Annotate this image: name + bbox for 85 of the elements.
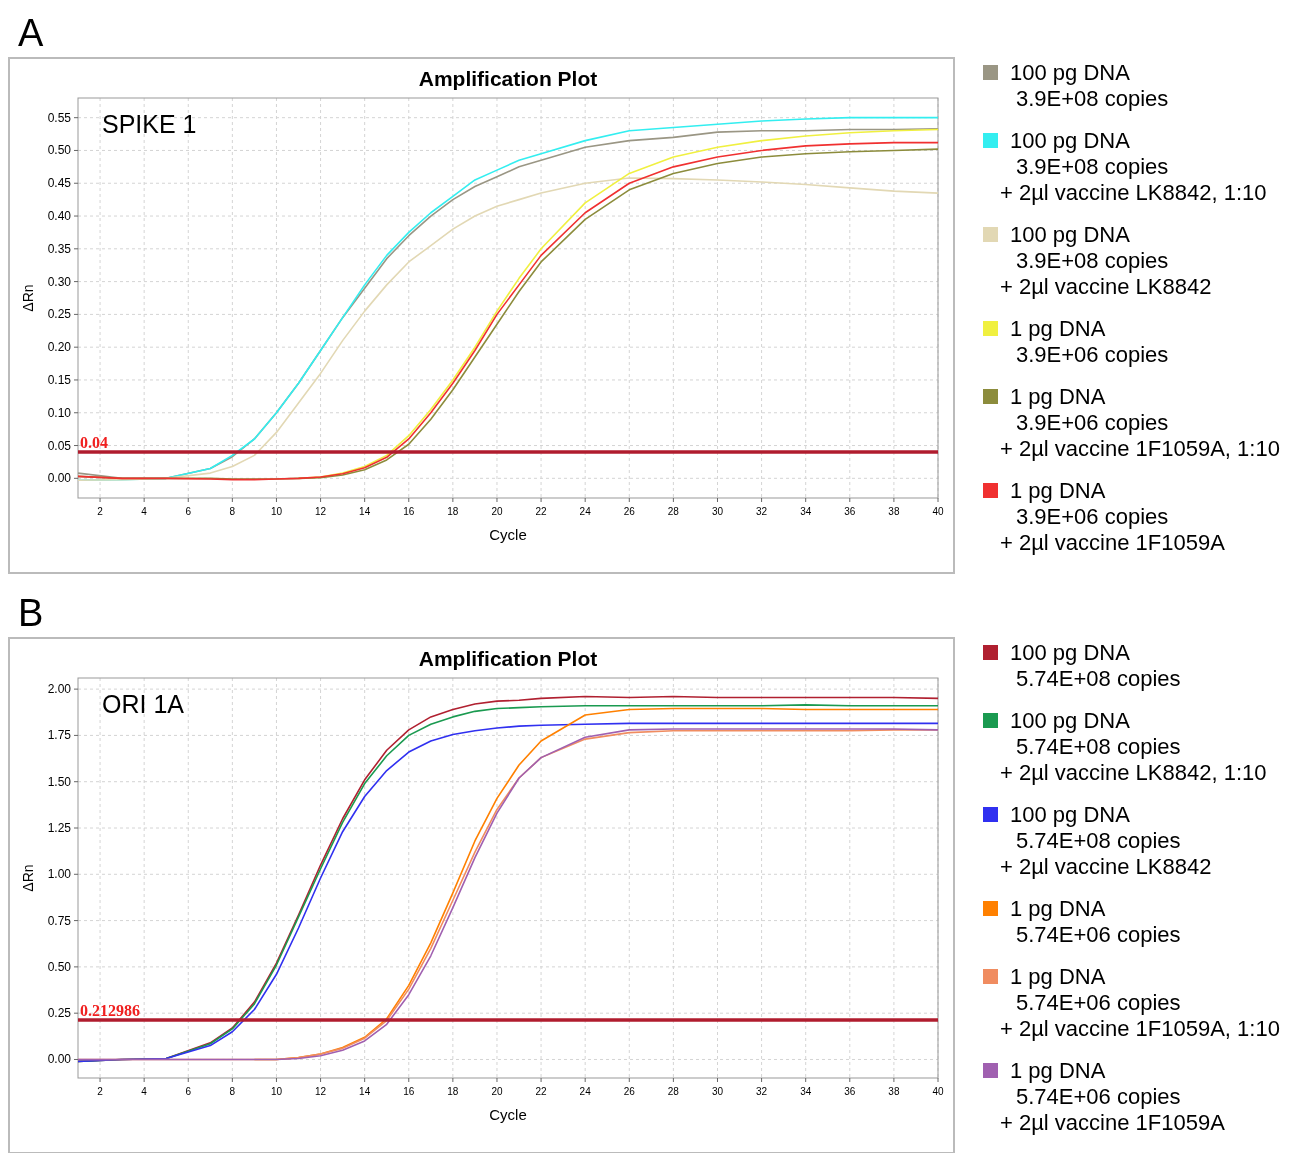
x-tick-label: 38 xyxy=(888,506,900,517)
chart-title: Amplification Plot xyxy=(418,67,598,90)
x-axis-title: Cycle xyxy=(489,1106,527,1123)
x-axis-title: Cycle xyxy=(489,526,527,543)
x-tick-label: 26 xyxy=(623,1086,636,1097)
y-axis-title: ΔRn xyxy=(20,864,36,892)
legend-label: 1 pg DNA 5.74E+06 copies + 2µl vaccine 1F1059A xyxy=(1000,1058,1226,1135)
x-tick-label: 40 xyxy=(932,506,944,517)
x-tick-label: 40 xyxy=(932,1086,944,1097)
x-tick-label: 26 xyxy=(623,506,636,517)
x-tick-label: 24 xyxy=(579,506,592,517)
legend-label: 1 pg DNA 3.9E+06 copies + 2µl vaccine 1F1059A, 1:10 xyxy=(1000,384,1280,461)
x-tick-label: 34 xyxy=(800,506,812,517)
y-tick-label: 1.75 xyxy=(47,728,72,743)
x-tick-label: 16 xyxy=(403,1086,415,1097)
y-tick-label: 0.55 xyxy=(47,110,72,125)
y-tick-label: 0.35 xyxy=(47,241,72,256)
legend-label: 1 pg DNA 3.9E+06 copies + 2µl vaccine 1F1059A xyxy=(1000,478,1226,555)
x-tick-label: 32 xyxy=(756,506,768,517)
x-tick-label: 30 xyxy=(711,506,724,517)
y-tick-label: 0.20 xyxy=(47,340,72,355)
y-tick-label: 0.45 xyxy=(47,176,72,191)
y-tick-label: 0.40 xyxy=(47,209,72,224)
y-tick-label: 0.25 xyxy=(47,307,72,322)
y-tick-label: 0.05 xyxy=(47,438,72,453)
legend-label: 1 pg DNA 5.74E+06 copies xyxy=(1010,896,1181,947)
chart-title: Amplification Plot xyxy=(418,647,598,670)
x-tick-label: 10 xyxy=(270,506,283,517)
x-tick-label: 18 xyxy=(447,506,459,517)
x-tick-label: 2 xyxy=(97,1086,104,1097)
x-tick-label: 22 xyxy=(535,1086,548,1097)
y-tick-label: 0.75 xyxy=(47,913,72,928)
legend-label: 100 pg DNA 5.74E+08 copies + 2µl vaccine LK8842, 1:10 xyxy=(1000,708,1267,785)
x-tick-label: 36 xyxy=(844,1086,856,1097)
x-tick-label: 34 xyxy=(800,1086,812,1097)
text: A xyxy=(18,12,44,54)
text: B xyxy=(18,592,44,634)
x-tick-label: 8 xyxy=(229,1086,236,1097)
x-tick-label: 10 xyxy=(270,1086,283,1097)
annotation: SPIKE 1 xyxy=(102,110,197,138)
legend-label: 1 pg DNA 5.74E+06 copies + 2µl vaccine 1F1059A, 1:10 xyxy=(1000,964,1280,1041)
x-tick-label: 38 xyxy=(888,1086,900,1097)
legend-label: 100 pg DNA 3.9E+08 copies xyxy=(1010,60,1169,111)
ref-line-label: 0.212986 xyxy=(80,1002,140,1020)
x-tick-label: 28 xyxy=(667,1086,680,1097)
y-tick-label: 0.25 xyxy=(47,1006,72,1021)
legend-label: 100 pg DNA 3.9E+08 copies + 2µl vaccine LK8842, 1:10 xyxy=(1000,128,1267,205)
y-tick-label: 2.00 xyxy=(47,682,72,697)
x-tick-label: 2 xyxy=(97,506,104,517)
x-tick-label: 6 xyxy=(185,506,192,517)
x-tick-label: 18 xyxy=(447,1086,459,1097)
legend-label: 1 pg DNA 3.9E+06 copies xyxy=(1010,316,1169,367)
x-tick-label: 6 xyxy=(185,1086,192,1097)
y-tick-label: 0.00 xyxy=(47,471,72,486)
y-tick-label: 1.25 xyxy=(47,821,72,835)
x-tick-label: 14 xyxy=(359,506,371,517)
y-tick-label: 0.50 xyxy=(47,143,72,158)
x-tick-label: 16 xyxy=(403,506,415,517)
ref-line-label: 0.04 xyxy=(80,434,108,452)
y-tick-label: 1.00 xyxy=(47,867,72,882)
x-tick-label: 36 xyxy=(844,506,856,517)
legend-label: 100 pg DNA 5.74E+08 copies xyxy=(1010,640,1181,691)
x-tick-label: 22 xyxy=(535,506,548,517)
y-tick-label: 0.00 xyxy=(47,1052,72,1067)
x-tick-label: 20 xyxy=(491,1086,503,1097)
x-tick-label: 24 xyxy=(579,1086,592,1097)
y-axis-title: ΔRn xyxy=(20,284,36,312)
x-tick-label: 8 xyxy=(229,506,236,517)
x-tick-label: 14 xyxy=(359,1086,371,1097)
x-tick-label: 12 xyxy=(315,506,327,517)
y-tick-label: 0.30 xyxy=(47,274,72,289)
y-tick-label: 0.50 xyxy=(47,959,72,974)
legend-label: 100 pg DNA 3.9E+08 copies + 2µl vaccine LK8842 xyxy=(1000,222,1212,299)
x-tick-label: 4 xyxy=(141,506,148,517)
y-tick-label: 1.50 xyxy=(47,774,72,789)
legend-label: 100 pg DNA 5.74E+08 copies + 2µl vaccine LK8842 xyxy=(1000,802,1212,879)
x-tick-label: 28 xyxy=(667,506,680,517)
x-tick-label: 12 xyxy=(315,1086,327,1097)
x-tick-label: 20 xyxy=(491,506,503,517)
annotation: ORI 1A xyxy=(102,690,185,718)
x-tick-label: 30 xyxy=(711,1086,724,1097)
x-tick-label: 4 xyxy=(141,1086,148,1097)
y-tick-label: 0.10 xyxy=(47,405,72,420)
x-tick-label: 32 xyxy=(756,1086,768,1097)
y-tick-label: 0.15 xyxy=(47,372,72,387)
